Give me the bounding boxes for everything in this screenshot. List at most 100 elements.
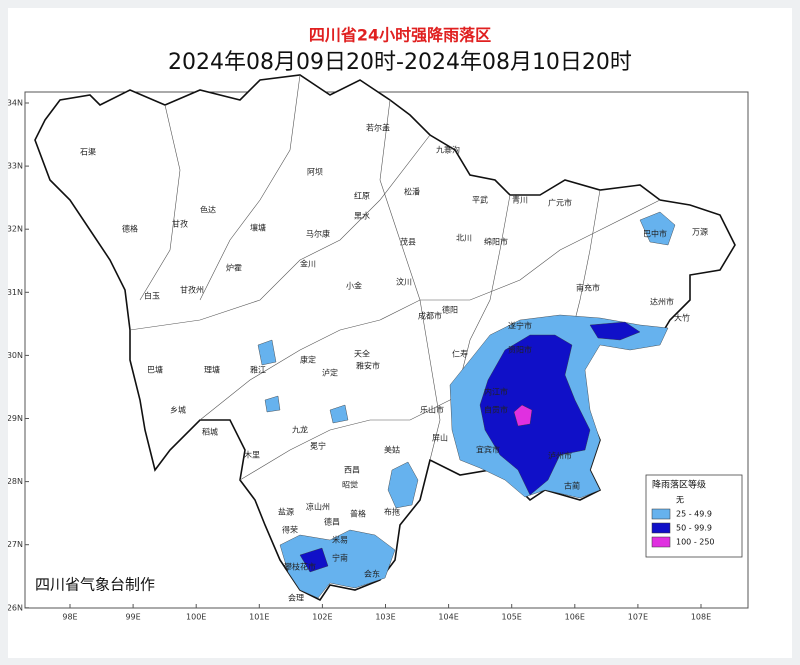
lon-tick-label: 98E	[62, 613, 77, 622]
place-label: 盐源	[278, 507, 294, 517]
lon-tick-label: 99E	[125, 613, 140, 622]
place-label: 乡城	[170, 406, 186, 415]
rain-area	[279, 529, 396, 599]
legend-label: 100 - 250	[676, 538, 715, 547]
place-label: 万源	[692, 228, 708, 237]
place-label: 青川	[512, 195, 528, 205]
lat-tick-label: 29N	[8, 414, 23, 423]
place-label: 甘孜州	[180, 285, 204, 295]
place-label: 大竹	[674, 313, 690, 323]
place-label: 康定	[300, 355, 316, 365]
place-label: 南充市	[576, 283, 600, 293]
place-label: 小金	[346, 281, 362, 291]
lon-tick-label: 104E	[438, 613, 458, 622]
place-label: 甘孜	[172, 219, 188, 229]
place-label: 阿坝	[307, 168, 323, 177]
place-label: 壤塘	[250, 223, 266, 233]
legend-swatch	[651, 522, 671, 534]
place-label: 古蔺	[564, 481, 580, 491]
place-label: 石渠	[80, 147, 96, 157]
place-label: 巴塘	[147, 365, 163, 375]
place-label: 会东	[364, 569, 380, 579]
place-label: 攀枝花市	[284, 562, 316, 572]
place-label: 成都市	[418, 311, 442, 321]
rain-area	[387, 461, 419, 509]
place-label: 白玉	[144, 291, 160, 301]
lat-tick-label: 32N	[8, 225, 23, 234]
place-label: 绵阳市	[484, 237, 508, 247]
lon-tick-label: 106E	[565, 613, 585, 622]
place-label: 汶川	[396, 277, 412, 287]
place-label: 冕宁	[310, 441, 326, 451]
lon-tick-label: 105E	[502, 613, 522, 622]
legend-label: 50 - 99.9	[676, 524, 712, 533]
place-label: 木里	[244, 450, 260, 460]
rain-area	[589, 321, 641, 341]
place-label: 资阳市	[508, 345, 532, 355]
map: 四川省24小时强降雨落区 2024年08月09日20时-2024年08月10日2…	[8, 26, 749, 622]
place-label: 宜宾市	[476, 445, 500, 455]
place-label: 仁寿	[452, 349, 468, 359]
legend-label: 25 - 49.9	[676, 510, 712, 519]
lat-tick-label: 28N	[8, 477, 23, 486]
lat-tick-label: 30N	[8, 351, 23, 360]
place-label: 色达	[200, 205, 216, 215]
place-label: 理塘	[204, 365, 220, 375]
place-label: 德阳	[442, 305, 458, 315]
place-label: 内江市	[484, 387, 508, 397]
place-label: 马尔康	[306, 229, 330, 239]
place-label: 布拖	[384, 507, 400, 517]
lon-tick-label: 102E	[312, 613, 332, 622]
place-label: 稻城	[202, 427, 218, 437]
place-label: 达州市	[650, 297, 674, 307]
place-label: 若尔盖	[366, 123, 390, 133]
rain-areas	[257, 211, 676, 599]
credit: 四川省气象台制作	[35, 576, 155, 594]
place-label: 松潘	[404, 187, 420, 197]
legend-swatch	[651, 536, 671, 548]
place-label: 巴中市	[643, 229, 667, 239]
place-label: 宁南	[332, 553, 348, 563]
axis-ticks: 34N 33N 32N 31N 30N 29N 28N 27N 26N 98E 99E 100E 101…	[8, 99, 711, 622]
place-label: 得荣	[282, 525, 298, 535]
rain-area	[257, 339, 277, 366]
title: 四川省24小时强降雨落区	[309, 26, 491, 45]
place-label: 美姑	[384, 445, 400, 455]
place-label: 德昌	[324, 517, 340, 527]
lon-tick-label: 108E	[691, 613, 711, 622]
place-label: 西昌	[344, 466, 360, 475]
rain-area	[639, 211, 676, 246]
place-label: 九寨沟	[436, 145, 460, 155]
lat-tick-label: 33N	[8, 162, 23, 171]
place-label: 普格	[350, 509, 366, 519]
rain-area	[479, 334, 591, 496]
lon-tick-label: 107E	[628, 613, 648, 622]
lat-tick-label: 26N	[8, 603, 23, 612]
place-label: 昭觉	[342, 480, 358, 490]
lat-tick-label: 34N	[8, 99, 23, 108]
panel: 四川省24小时强降雨落区 2024年08月09日20时-2024年08月10日2…	[8, 8, 792, 658]
lon-tick-label: 103E	[375, 613, 395, 622]
lat-tick-label: 31N	[8, 288, 23, 297]
place-label: 乐山市	[420, 405, 444, 415]
place-label: 黑水	[354, 211, 370, 221]
lat-tick-label: 27N	[8, 540, 23, 549]
legend-title: 降雨落区等级	[652, 479, 706, 491]
place-label: 雅江	[250, 365, 266, 375]
place-label: 平武	[472, 195, 488, 205]
legend-swatch	[651, 508, 671, 520]
place-label: 红原	[354, 191, 370, 201]
place-label: 德格	[122, 224, 138, 234]
place-label: 广元市	[548, 198, 572, 208]
place-label: 天全	[354, 349, 370, 359]
legend-items: 无 25 - 49.9 50 - 99.9 100 - 250	[651, 496, 715, 548]
place-label: 九龙	[292, 425, 308, 435]
lon-tick-label: 100E	[186, 613, 206, 622]
place-label: 泸州市	[548, 451, 572, 461]
lon-tick-label: 101E	[249, 613, 269, 622]
rain-area	[513, 404, 533, 427]
place-label: 泸定	[322, 368, 338, 378]
place-label: 凉山州	[306, 502, 330, 512]
place-label: 茂县	[400, 237, 416, 247]
